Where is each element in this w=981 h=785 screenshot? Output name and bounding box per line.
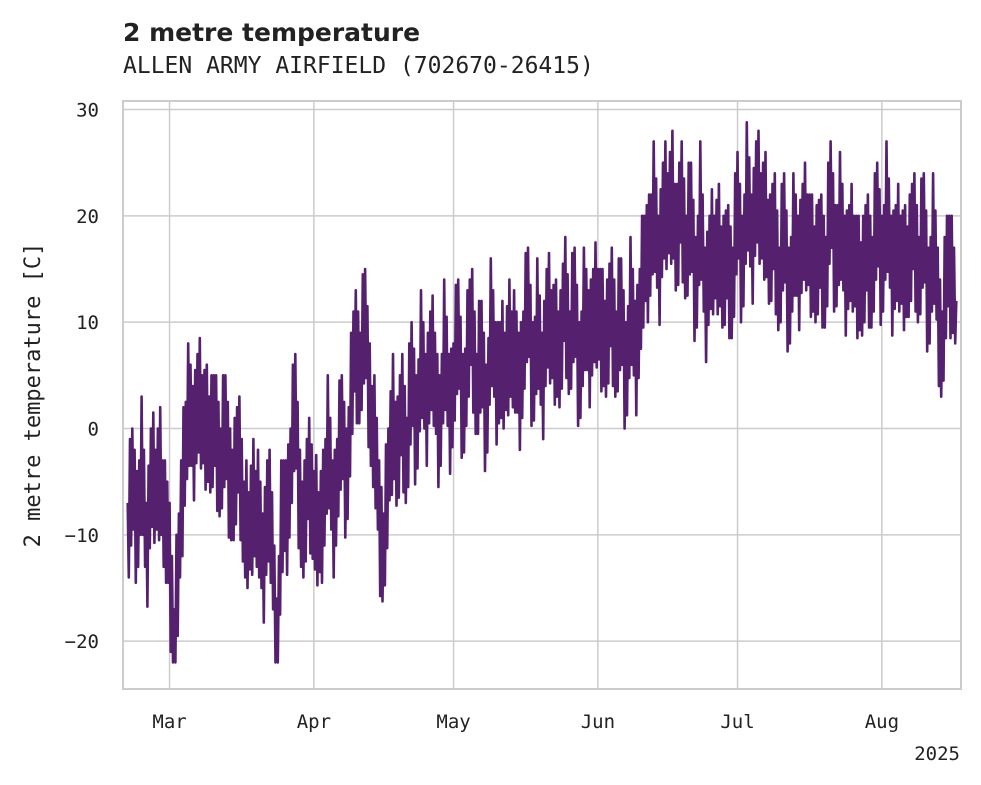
- x-tick-label: May: [436, 711, 470, 733]
- y-tick-label: 10: [76, 312, 99, 334]
- series-line-0: [126, 121, 958, 664]
- x-tick-label: Mar: [152, 711, 186, 733]
- x-tick-label: Jul: [720, 711, 754, 733]
- chart-title: 2 metre temperature: [123, 18, 420, 47]
- x-tick-label: Aug: [865, 711, 899, 733]
- y-tick-label: −10: [65, 525, 99, 547]
- y-tick-label: −20: [65, 631, 99, 653]
- x-tick-label: Jun: [581, 711, 615, 733]
- series-layer: [126, 121, 958, 664]
- y-tick-label: 30: [76, 100, 99, 122]
- y-tick-labels: −20 −10 0 10 20 30: [65, 100, 99, 654]
- chart-subtitle: ALLEN ARMY AIRFIELD (702670-26415): [123, 53, 594, 79]
- y-tick-label: 0: [88, 418, 99, 440]
- y-axis-label: 2 metre temperature [C]: [21, 243, 46, 548]
- x-tick-label: Apr: [297, 711, 331, 733]
- x-tick-labels: Mar Apr May Jun Jul Aug: [152, 711, 899, 733]
- x-axis-year-label: 2025: [914, 743, 960, 765]
- plot-frame: [122, 100, 962, 690]
- y-tick-label: 20: [76, 206, 99, 228]
